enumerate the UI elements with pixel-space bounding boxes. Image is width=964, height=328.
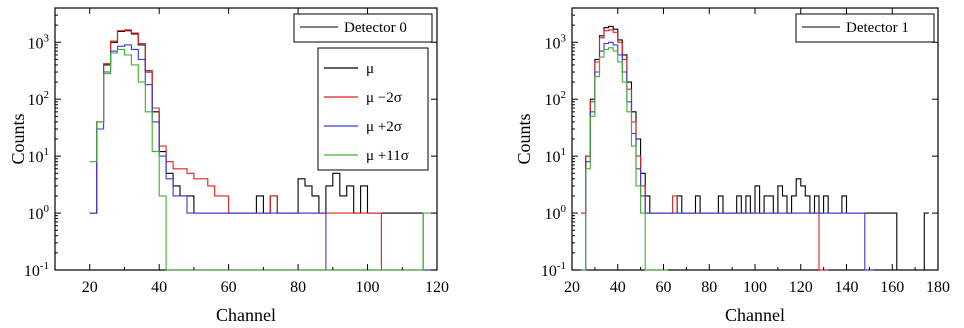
y-tick-label: 101 [545,146,567,166]
boxed-label-text: Detector 1 [846,20,909,36]
boxed-label-frame [795,13,935,43]
x-axis-label: Channel [216,305,276,325]
series-line-2 [581,41,874,271]
y-tick-label: 10-1 [24,260,49,280]
x-tick-label: 140 [835,279,859,296]
x-tick-label: 60 [656,279,672,296]
tick-layer: 20 40 60 80 100 120 140 160 180 10-1 100 101 102 103 [541,7,950,296]
legend-label: μ [366,61,374,77]
plot-frame [571,7,939,271]
series-layer [581,25,929,271]
boxed-label: Detector 0 [293,13,433,43]
x-tick-label: 40 [610,279,626,296]
y-axis-label: Counts [514,113,534,164]
y-tick-label: 100 [28,203,50,223]
x-tick-label: 120 [425,279,449,296]
chart-panel-detector-1: 20 40 60 80 100 120 140 160 18010-1100101102103 … [514,7,950,325]
x-tick-label: 100 [356,279,380,296]
y-tick-label: 10-1 [541,260,566,280]
x-tick-label: 40 [151,279,167,296]
series-line-1 [89,29,437,271]
series-layer [89,29,437,271]
legend-label: μ +2σ [366,119,402,135]
chart-panel-detector-0: 20 40 60 80 100 120 10-1 100 101 102 103 Detector … [8,7,449,325]
x-tick-label: 100 [743,279,767,296]
y-axis-label: Counts [8,113,28,164]
x-tick-label: 60 [221,279,237,296]
boxed-label-text: Detector 0 [344,20,407,36]
y-tick-label: 103 [545,32,567,52]
legend-label: μ +11σ [366,148,409,164]
boxed-label-frame [293,13,433,43]
legend-label: μ −2σ [366,90,402,106]
x-tick-label: 20 [82,279,98,296]
series-line-3 [581,47,669,271]
tick-layer: 20 40 60 80 100 120 10-1 100 101 102 103 [24,7,449,296]
x-axis-label: Channel [725,305,785,325]
x-tick-label: 180 [926,279,950,296]
y-tick-label: 102 [545,89,567,109]
x-tick-label: 80 [290,279,306,296]
y-tick-label: 101 [28,146,50,166]
y-tick-label: 103 [28,32,50,52]
x-tick-label: 160 [880,279,904,296]
x-tick-label: 80 [701,279,717,296]
y-tick-label: 100 [545,203,567,223]
x-tick-label: 120 [789,279,813,296]
x-tick-label: 20 [564,279,580,296]
boxed-label: Detector 1 [795,13,935,43]
series-line-1 [581,29,829,271]
series-line-0 [581,25,929,271]
y-tick-label: 102 [28,89,50,109]
legend: μ μ −2σ μ +2σ μ +11σ [317,47,429,171]
